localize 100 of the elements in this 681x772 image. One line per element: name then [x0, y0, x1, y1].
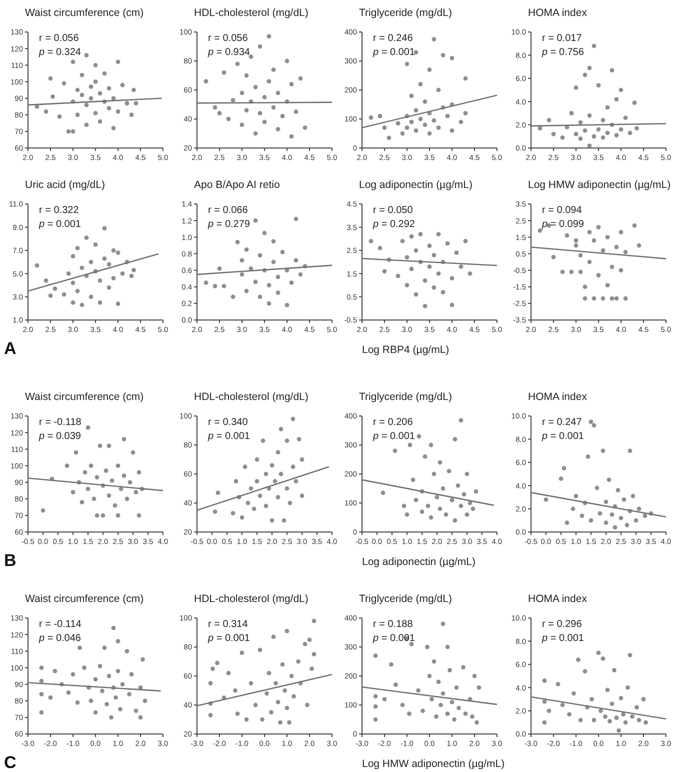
- point: [222, 70, 226, 75]
- point: [402, 504, 406, 508]
- point: [129, 672, 134, 677]
- point: [610, 512, 614, 517]
- point: [82, 470, 88, 475]
- point: [98, 278, 102, 283]
- point: [606, 478, 612, 482]
- point: [100, 513, 106, 518]
- annotation: r = 0.296: [542, 619, 582, 630]
- annotation: r = -0.118: [39, 417, 82, 428]
- point: [284, 438, 290, 443]
- point: [296, 659, 300, 664]
- point: [212, 510, 218, 514]
- point: [276, 126, 280, 132]
- point: [392, 448, 398, 453]
- point: [240, 515, 244, 520]
- point: [578, 120, 583, 125]
- point: [75, 700, 80, 705]
- point: [276, 495, 280, 500]
- point: [284, 628, 290, 634]
- point: [468, 271, 472, 276]
- chart-title: Apo B/Apo AI retio: [194, 179, 280, 191]
- point: [70, 129, 76, 134]
- point: [310, 666, 314, 671]
- point: [445, 712, 450, 716]
- point: [116, 60, 120, 64]
- point: [418, 232, 423, 236]
- point: [260, 717, 264, 722]
- point: [124, 101, 130, 106]
- annotation: p = 0.001: [207, 431, 250, 442]
- point: [94, 475, 100, 480]
- point: [414, 292, 418, 297]
- point: [111, 126, 116, 130]
- point: [434, 714, 438, 719]
- point: [576, 658, 580, 662]
- point: [284, 58, 290, 64]
- point: [132, 88, 136, 92]
- point: [560, 270, 565, 274]
- point: [240, 90, 244, 96]
- point: [551, 132, 556, 136]
- point: [605, 688, 610, 692]
- point: [48, 293, 53, 298]
- point: [558, 476, 564, 481]
- point: [116, 668, 120, 674]
- point: [75, 288, 80, 294]
- annotation: p = 0.001: [541, 431, 584, 442]
- chart-title: Log HMW adiponectin (µg/mL): [528, 179, 671, 191]
- point: [88, 260, 94, 264]
- point: [134, 101, 138, 106]
- point: [253, 131, 258, 136]
- point: [616, 488, 620, 492]
- point: [50, 94, 55, 99]
- annotation: p = 0.099: [541, 219, 584, 230]
- point: [280, 114, 285, 118]
- point: [416, 434, 422, 438]
- point: [280, 662, 285, 667]
- point: [102, 71, 107, 76]
- point: [382, 126, 387, 130]
- annotation: p = 0.039: [38, 431, 82, 442]
- point: [422, 99, 428, 104]
- annotation: p = 0.001: [541, 633, 584, 644]
- point: [426, 504, 430, 508]
- point: [605, 105, 610, 110]
- point: [454, 685, 459, 690]
- point: [204, 79, 208, 84]
- point: [628, 130, 632, 136]
- annotation: r = 0.017: [542, 33, 582, 44]
- point: [598, 708, 603, 713]
- point: [458, 504, 464, 508]
- point: [587, 66, 592, 70]
- point: [410, 478, 416, 482]
- point: [208, 712, 213, 718]
- point: [622, 497, 626, 502]
- point: [272, 479, 278, 484]
- x-axis-title: Log RBP4 (µg/mL): [362, 344, 450, 356]
- annotation: r = 0.056: [208, 33, 248, 44]
- point: [98, 664, 102, 668]
- point: [64, 464, 70, 468]
- chart-title: HOMA index: [528, 593, 588, 605]
- point: [636, 718, 642, 722]
- point: [574, 243, 578, 248]
- point: [222, 284, 226, 288]
- point: [100, 688, 104, 694]
- point: [448, 668, 452, 672]
- point: [215, 660, 220, 666]
- point: [128, 480, 132, 484]
- point: [542, 699, 547, 704]
- point: [600, 448, 606, 453]
- point: [422, 304, 428, 308]
- point: [93, 242, 98, 247]
- point: [274, 681, 278, 686]
- annotation: p = 0.001: [38, 219, 82, 230]
- point: [102, 226, 107, 231]
- point: [34, 263, 40, 268]
- point: [610, 68, 614, 72]
- point: [80, 72, 84, 78]
- point: [106, 86, 112, 91]
- point: [116, 250, 120, 255]
- point: [592, 296, 596, 301]
- point: [39, 678, 44, 684]
